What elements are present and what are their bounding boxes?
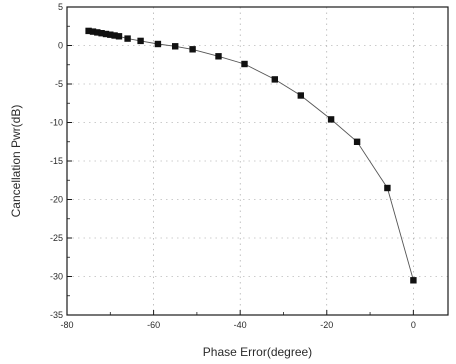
x-axis-title: Phase Error(degree)	[203, 345, 312, 359]
data-point	[85, 27, 92, 35]
data-point	[98, 30, 105, 37]
data-point	[124, 35, 131, 42]
data-point	[111, 32, 118, 39]
data-point	[102, 30, 110, 38]
data-point	[241, 60, 248, 68]
data-point	[94, 29, 101, 36]
x-tick-label: 0	[411, 320, 416, 330]
data-point	[189, 46, 196, 53]
y-tick-label: -20	[50, 195, 63, 205]
y-tick-label: -30	[50, 272, 63, 282]
ticks	[66, 6, 414, 316]
y-tick-labels: 5 0 -5 -10 -15 -20 -25 -30 -35	[50, 2, 63, 320]
data-point	[115, 33, 123, 40]
data-point	[353, 138, 361, 145]
y-tick-label: -5	[55, 79, 63, 89]
y-tick-label: -25	[50, 233, 63, 243]
y-tick-label: -10	[50, 118, 63, 128]
y-tick-label: -35	[50, 310, 63, 320]
data-point	[215, 53, 222, 60]
data-point	[89, 28, 97, 35]
x-tick-label: -80	[60, 320, 73, 330]
y-tick-label: 5	[58, 2, 63, 12]
data-point	[384, 184, 391, 192]
x-tick-label: -60	[147, 320, 160, 330]
data-point	[327, 116, 335, 123]
data-point	[137, 37, 144, 45]
series-line	[88, 30, 414, 281]
data-point	[154, 40, 162, 48]
y-tick-label: -15	[50, 156, 63, 166]
data-point	[410, 277, 417, 284]
data-point	[297, 92, 304, 99]
x-tick-label: -40	[234, 320, 247, 330]
grid	[67, 7, 448, 315]
y-axis-title: Cancellation Pwr(dB)	[9, 105, 23, 218]
data-point	[172, 43, 179, 50]
plot-frame	[66, 6, 449, 316]
data-point	[271, 76, 278, 83]
data-markers	[85, 27, 417, 284]
x-tick-label: -20	[320, 320, 333, 330]
data-point	[107, 31, 114, 38]
x-tick-labels: -80 -60 -40 -20 0	[60, 320, 415, 330]
y-tick-label: 0	[58, 41, 63, 51]
